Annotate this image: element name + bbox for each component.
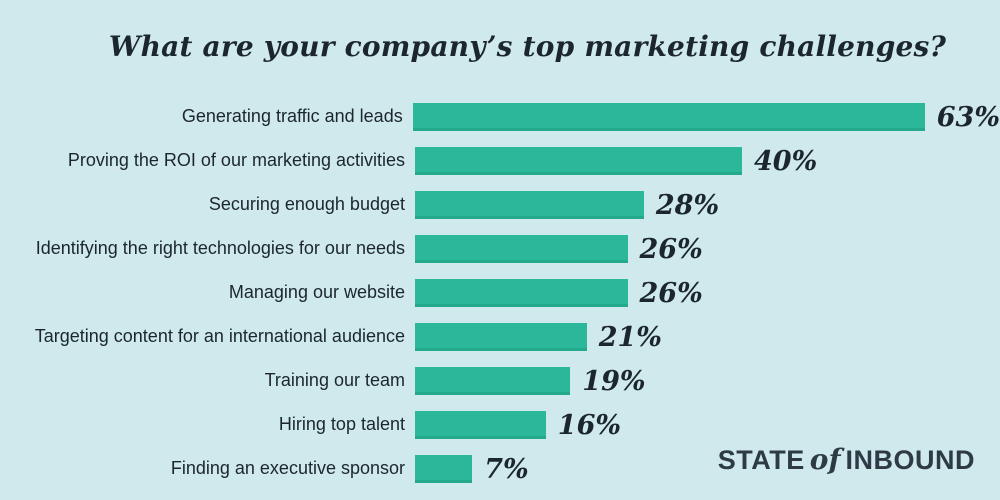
bar-fill [415,367,571,395]
bar-fill [415,455,473,483]
bar-fill [415,235,628,263]
bar-value-label: 26% [639,233,703,265]
bar-fill [412,103,925,131]
bar-category-label: Identifying the right technologies for o… [35,238,405,259]
bar-value-label: 19% [582,365,646,397]
bar-category-label: Generating traffic and leads [181,106,403,127]
bar-value-label: 40% [754,145,818,177]
bar-row: Proving the ROI of our marketing activit… [0,145,1000,177]
bar-row: Managing our website 26% [0,277,1000,309]
logo-word-inbound: INBOUND [845,445,975,475]
bar-fill [415,191,644,219]
bar-fill [415,279,628,307]
bar-fill [415,323,587,351]
bar-row: Identifying the right technologies for o… [0,233,1000,265]
bar-row: Finding an executive sponsor 7% [0,453,1000,485]
bar-row: Hiring top talent 16% [0,409,1000,441]
bar-category-label: Targeting content for an international a… [34,326,405,347]
state-of-inbound-logo: STATE of INBOUND [718,443,975,476]
bar-value-label: 63% [936,101,1000,133]
bar-value-label: 26% [639,277,703,309]
bar-row: Targeting content for an international a… [0,321,1000,353]
bar-category-label: Securing enough budget [208,194,405,215]
bar-fill [415,147,742,175]
bar-category-label: Finding an executive sponsor [170,458,405,479]
bar-category-label: Managing our website [228,282,405,303]
logo-word-of: of [809,443,841,476]
bar-fill [415,411,546,439]
chart-title: What are your company’s top marketing ch… [108,30,947,63]
logo-word-state: STATE [717,445,805,475]
bar-value-label: 7% [484,453,529,485]
bar-category-label: Hiring top talent [278,414,405,435]
bar-row: Securing enough budget 28% [0,189,1000,221]
bar-value-label: 16% [557,409,622,441]
bar-category-label: Proving the ROI of our marketing activit… [67,150,405,171]
bar-row: Training our team 19% [0,365,1000,397]
bar-value-label: 28% [655,189,720,221]
bar-chart: Generating traffic and leads 63% Proving… [0,101,1000,499]
bar-row: Generating traffic and leads 63% [0,101,1000,133]
bar-category-label: Training our team [264,370,405,391]
bar-value-label: 21% [598,321,662,353]
